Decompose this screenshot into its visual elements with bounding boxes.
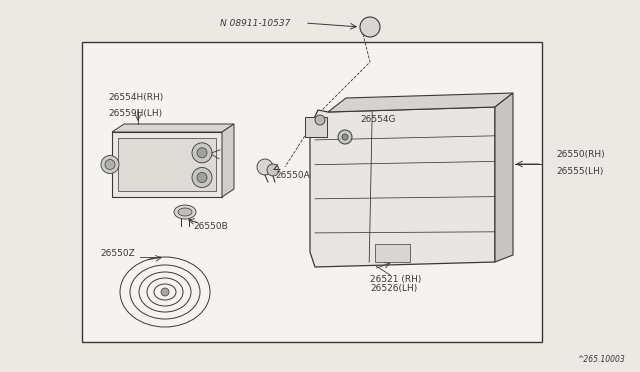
Circle shape — [192, 143, 212, 163]
Polygon shape — [328, 93, 513, 112]
Text: 26521 (RH): 26521 (RH) — [370, 275, 421, 284]
Circle shape — [192, 167, 212, 187]
Bar — [82, 42, 542, 342]
Circle shape — [105, 160, 115, 170]
Text: 26559H(LH): 26559H(LH) — [108, 109, 162, 118]
Circle shape — [257, 159, 273, 175]
Text: N: N — [367, 25, 372, 29]
Polygon shape — [222, 124, 234, 197]
Text: ^265.10003: ^265.10003 — [577, 355, 625, 364]
Circle shape — [197, 173, 207, 183]
Circle shape — [342, 134, 348, 140]
Circle shape — [197, 148, 207, 158]
Ellipse shape — [174, 205, 196, 219]
Bar — [375, 244, 410, 262]
Circle shape — [338, 130, 352, 144]
Circle shape — [315, 115, 325, 125]
Circle shape — [267, 164, 279, 176]
Text: 26554G: 26554G — [360, 115, 396, 124]
Circle shape — [360, 17, 380, 37]
Polygon shape — [310, 107, 495, 267]
Ellipse shape — [178, 208, 192, 216]
Bar — [112, 132, 222, 197]
Text: 26550Z: 26550Z — [100, 250, 135, 259]
Text: 26555(LH): 26555(LH) — [556, 167, 604, 176]
Polygon shape — [112, 124, 234, 132]
Polygon shape — [495, 93, 513, 262]
Text: 26550B: 26550B — [193, 221, 228, 231]
Text: 26550(RH): 26550(RH) — [556, 150, 605, 159]
Circle shape — [161, 288, 169, 296]
Text: 26550A: 26550A — [275, 170, 310, 180]
Bar — [305, 117, 327, 137]
Text: 26554H(RH): 26554H(RH) — [108, 93, 163, 102]
Circle shape — [101, 155, 119, 173]
Bar — [118, 138, 216, 191]
Text: 26526(LH): 26526(LH) — [370, 284, 417, 293]
Text: N 08911-10537: N 08911-10537 — [220, 19, 291, 28]
